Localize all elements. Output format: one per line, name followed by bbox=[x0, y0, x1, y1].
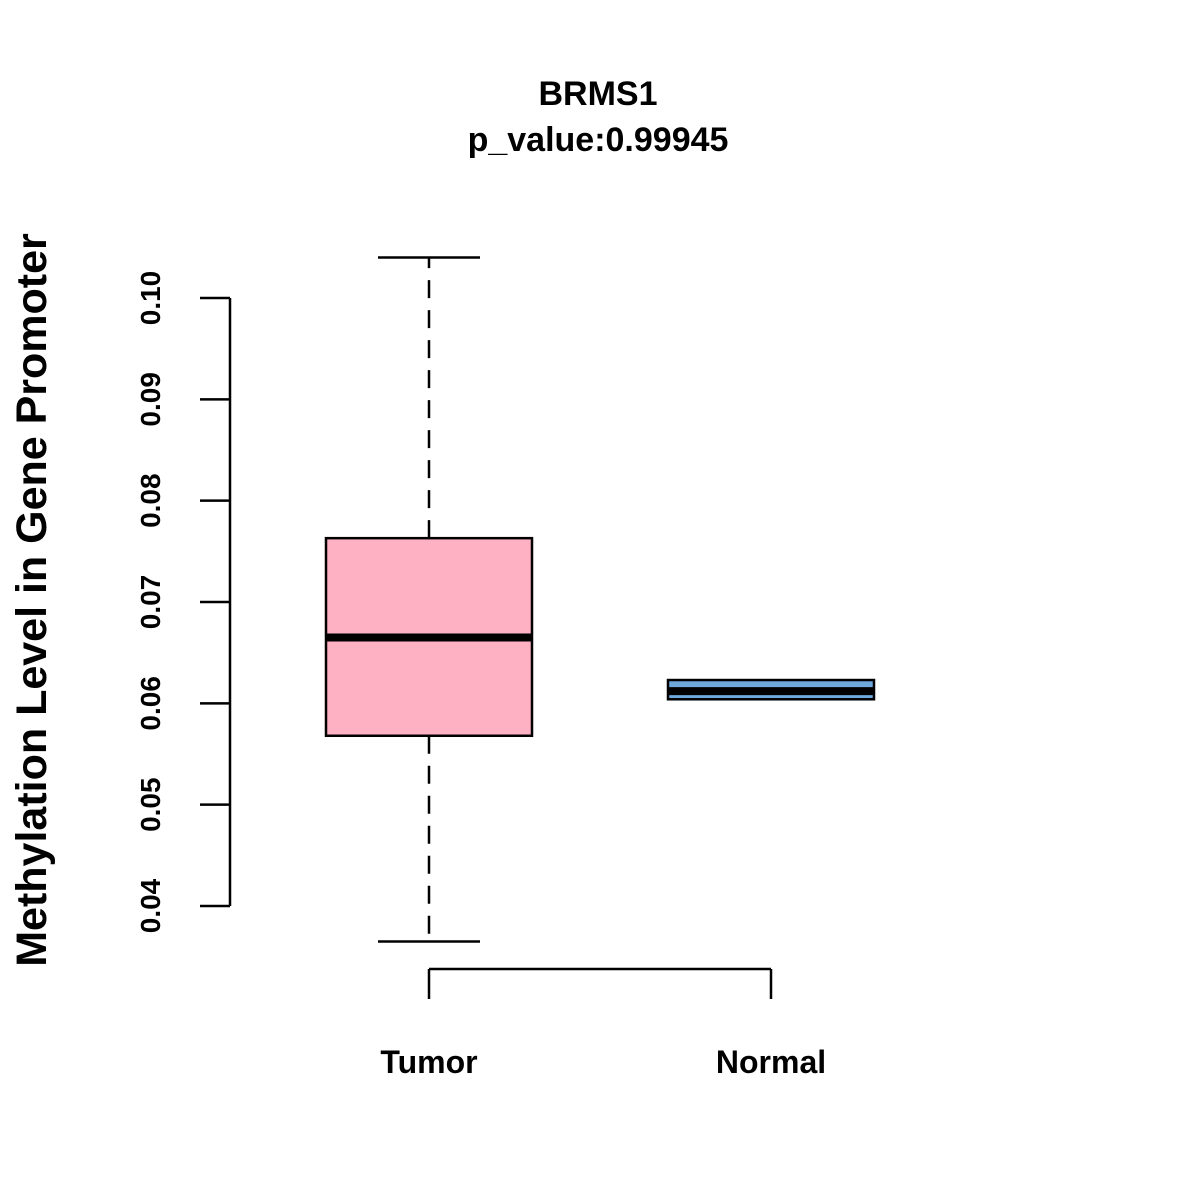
chart-title: BRMS1 bbox=[538, 75, 657, 113]
x-tick-label: Normal bbox=[716, 1044, 826, 1080]
x-tick-label: Tumor bbox=[380, 1044, 477, 1080]
box-groups bbox=[324, 256, 876, 943]
y-tick-label: 0.08 bbox=[135, 473, 166, 527]
box-normal bbox=[666, 678, 876, 701]
y-tick-label: 0.04 bbox=[135, 878, 166, 933]
y-tick-label: 0.06 bbox=[135, 676, 166, 731]
x-axis: Tumor Normal bbox=[380, 967, 826, 1080]
y-tick-label: 0.09 bbox=[135, 372, 166, 427]
box-tumor bbox=[324, 256, 534, 943]
y-tick-label: 0.05 bbox=[135, 777, 166, 832]
y-tick-label: 0.10 bbox=[135, 271, 166, 326]
chart-subtitle: p_value:0.99945 bbox=[468, 121, 729, 159]
y-axis-label: Methylation Level in Gene Promoter bbox=[8, 233, 56, 967]
y-tick-label: 0.07 bbox=[135, 575, 166, 630]
y-axis: 0.04 0.05 0.06 0.07 0.08 0.09 0.10 bbox=[135, 271, 232, 933]
